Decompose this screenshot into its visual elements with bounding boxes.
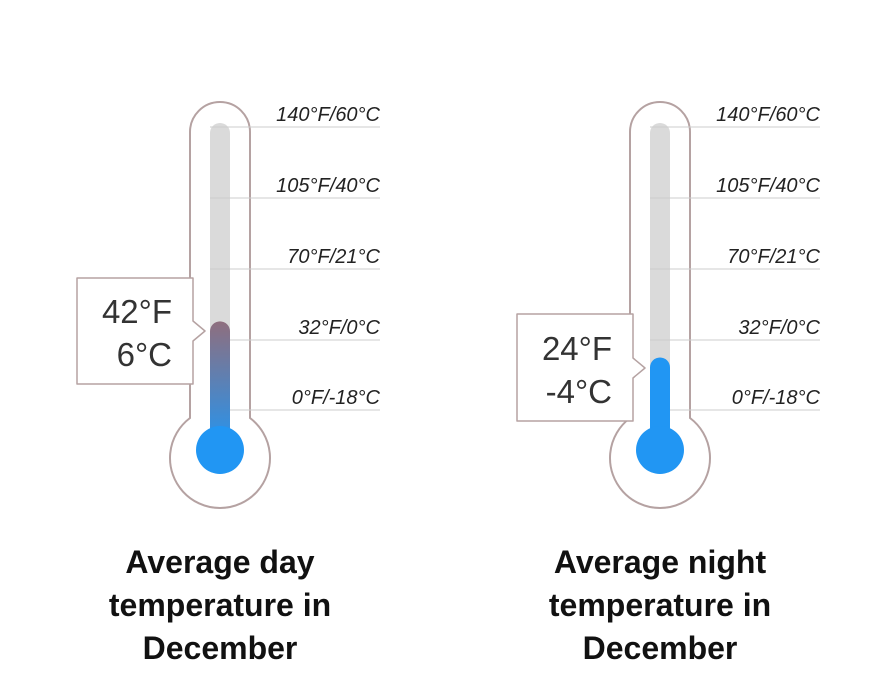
thermometer-day-ticks: 140°F/60°C 105°F/40°C 70°F/21°C 32°F/0°C… xyxy=(210,104,381,411)
tick-105: 105°F/40°C xyxy=(210,175,381,199)
tick-label-140: 140°F/60°C xyxy=(716,104,820,126)
thermometer-night-reading-box: 24°F -4°C xyxy=(516,313,646,422)
thermometer-day-mercury xyxy=(210,321,230,450)
tick-140: 140°F/60°C xyxy=(650,104,821,128)
reading-celsius: 6°C xyxy=(117,336,172,373)
caption-line-1: Average day xyxy=(125,544,314,580)
tick-0: 0°F/-18°C xyxy=(210,387,381,411)
tick-label-70: 70°F/21°C xyxy=(287,246,380,268)
tick-140: 140°F/60°C xyxy=(210,104,381,128)
reading-box-callout xyxy=(76,277,206,385)
tick-label-140: 140°F/60°C xyxy=(276,104,380,126)
thermometer-night-caption: Average night temperature in December xyxy=(549,544,771,666)
thermometer-day-bulb xyxy=(196,426,244,474)
tick-105: 105°F/40°C xyxy=(650,175,821,199)
tick-label-105: 105°F/40°C xyxy=(716,175,820,197)
thermometer-night-bulb xyxy=(636,426,684,474)
tick-32: 32°F/0°C xyxy=(210,317,381,341)
tick-label-0: 0°F/-18°C xyxy=(292,387,381,409)
tick-label-0: 0°F/-18°C xyxy=(732,387,821,409)
tick-70: 70°F/21°C xyxy=(210,246,381,270)
tick-label-105: 105°F/40°C xyxy=(276,175,380,197)
thermometer-day-reading-box: 42°F 6°C xyxy=(76,277,206,385)
tick-0: 0°F/-18°C xyxy=(650,387,821,411)
caption-line-3: December xyxy=(583,630,738,666)
tick-label-32: 32°F/0°C xyxy=(738,317,820,339)
caption-line-1: Average night xyxy=(554,544,767,580)
caption-line-2: temperature in xyxy=(109,587,331,623)
caption-line-2: temperature in xyxy=(549,587,771,623)
reading-box-callout xyxy=(516,313,646,422)
thermometer-night: 140°F/60°C 105°F/40°C 70°F/21°C 32°F/0°C… xyxy=(516,101,821,666)
thermometer-night-ticks: 140°F/60°C 105°F/40°C 70°F/21°C 32°F/0°C… xyxy=(650,104,821,411)
tick-32: 32°F/0°C xyxy=(650,317,821,341)
reading-fahrenheit: 42°F xyxy=(102,293,172,330)
reading-fahrenheit: 24°F xyxy=(542,330,612,367)
thermometer-day-caption: Average day temperature in December xyxy=(109,544,331,666)
reading-celsius: -4°C xyxy=(546,373,612,410)
tick-label-32: 32°F/0°C xyxy=(298,317,380,339)
caption-line-3: December xyxy=(143,630,298,666)
thermometer-day: 140°F/60°C 105°F/40°C 70°F/21°C 32°F/0°C… xyxy=(76,101,381,666)
tick-label-70: 70°F/21°C xyxy=(727,246,820,268)
tick-70: 70°F/21°C xyxy=(650,246,821,270)
